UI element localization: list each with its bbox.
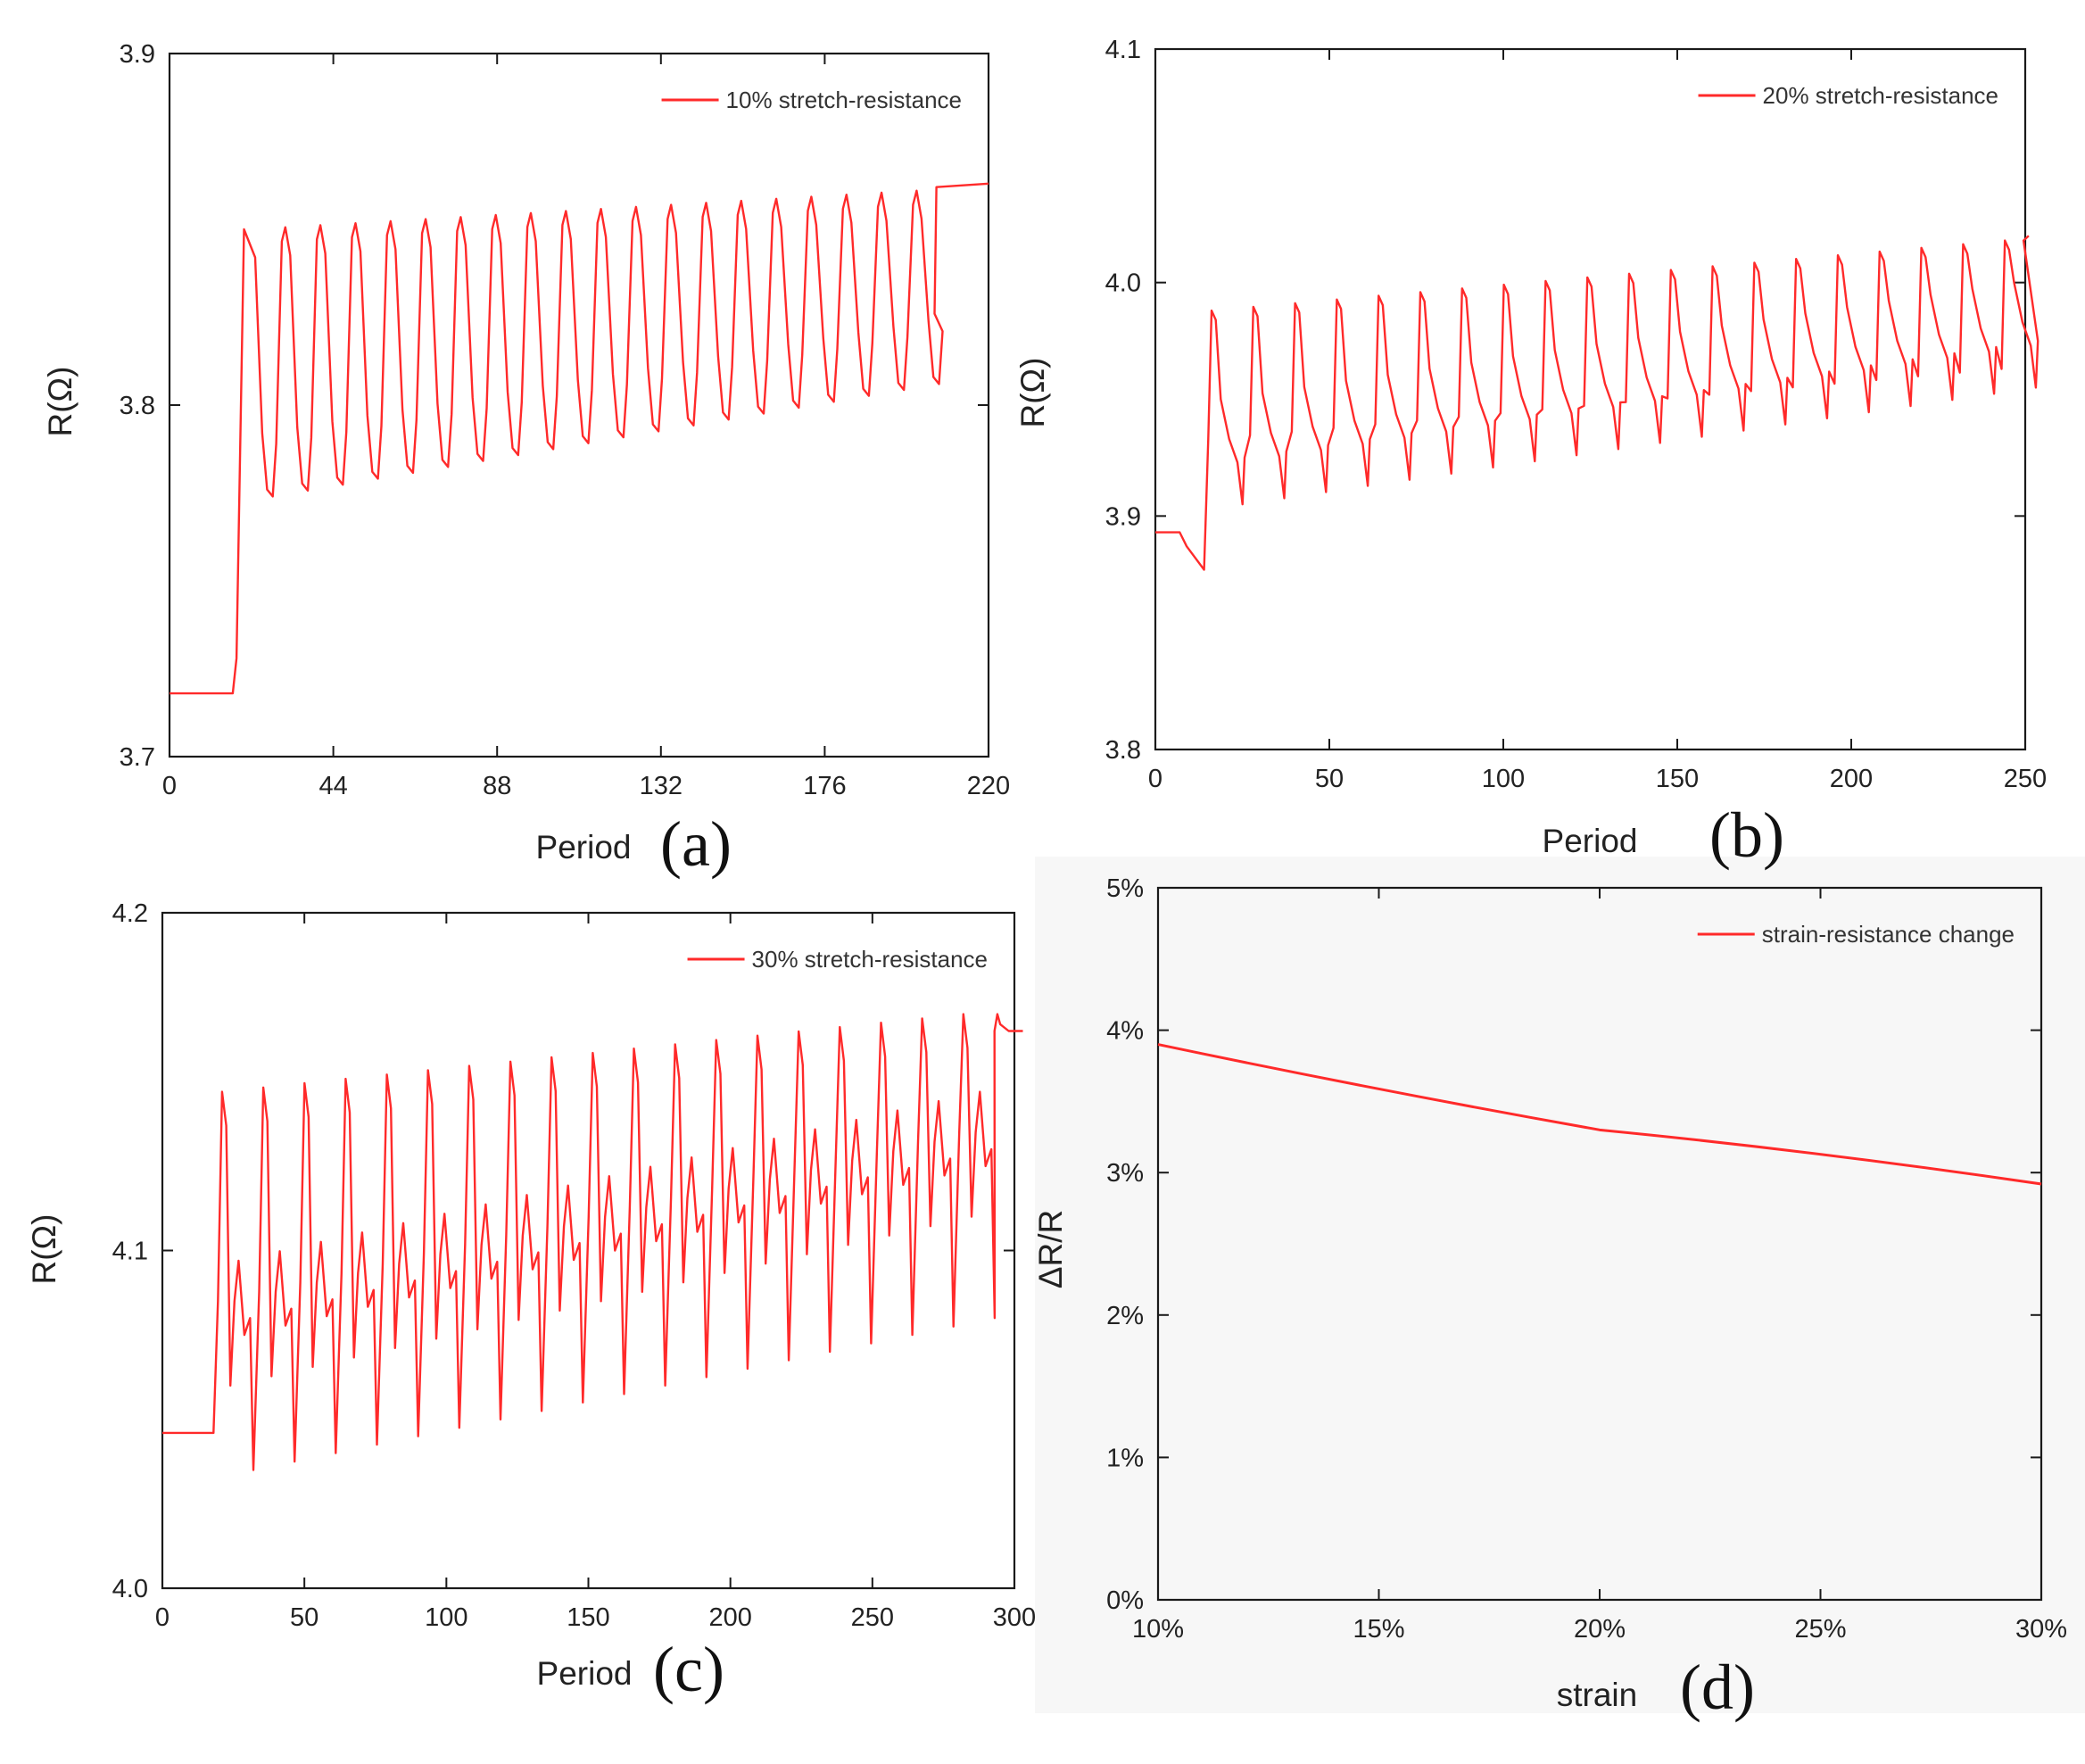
y-tick-label-d: 0% [1106,1586,1144,1615]
y-tick-label-a: 3.8 [120,392,155,420]
y-tick-label-d: 5% [1106,874,1144,903]
x-tick-label-b: 200 [1830,765,1873,793]
chart-panel-b: Period R(Ω) (b) 0 50 100 150 200 250 3.8 3.9 4.0… [1014,36,2047,871]
y-axis-title-c: R(Ω) [26,1213,62,1284]
x-axis-title-d: strain [1557,1677,1637,1713]
x-axis-title-a: Period [536,829,632,865]
x-tick-label-d: 25% [1794,1615,1846,1644]
legend-label-b: 20% stretch-resistance [1763,82,1998,109]
legend-label-c: 30% stretch-resistance [752,946,988,973]
y-axis-title-b: R(Ω) [1014,357,1051,427]
x-tick-label-a: 132 [640,772,683,800]
x-tick-label-c: 200 [708,1603,751,1632]
x-tick-label-b: 150 [1656,765,1699,793]
y-tick-label-a: 3.9 [120,40,155,69]
series-line-b [1155,235,2039,571]
legend-label-d: strain-resistance change [1762,921,2015,948]
x-tick-label-c: 0 [155,1603,170,1632]
panel-d-backdrop [1035,857,2085,1713]
panel-label-c: (c) [653,1634,724,1705]
y-tick-label-b: 3.9 [1105,502,1141,531]
panel-label-b: (b) [1709,799,1784,871]
x-tick-label-d: 15% [1353,1615,1404,1644]
series-line-d [1157,1043,2042,1186]
series-line-a [170,182,989,695]
series-line-c [162,1013,1023,1471]
y-tick-label-d: 4% [1106,1017,1144,1046]
y-tick-label-d: 2% [1106,1302,1144,1330]
y-tick-label-b: 3.8 [1105,736,1141,765]
x-tick-label-c: 150 [567,1603,609,1632]
x-tick-label-d: 10% [1132,1615,1184,1644]
x-tick-label-b: 100 [1482,765,1525,793]
x-tick-label-b: 250 [2004,765,2047,793]
y-tick-label-c: 4.0 [112,1575,148,1603]
x-axis-title-c: Period [537,1655,633,1692]
y-tick-label-b: 4.0 [1105,269,1141,298]
y-tick-label-c: 4.2 [112,899,148,928]
panel-label-a: (a) [660,808,732,880]
x-tick-label-c: 250 [851,1603,894,1632]
y-axis-title-d: ΔR/R [1032,1210,1069,1288]
y-tick-label-d: 3% [1106,1159,1144,1188]
panel-label-d: (d) [1680,1652,1755,1723]
x-tick-label-c: 300 [993,1603,1036,1632]
y-tick-label-c: 4.1 [112,1238,148,1266]
x-tick-label-a: 44 [319,772,347,800]
chart-panel-a: Period R(Ω) (a) 0 44 88 132 176 220 3.7 3.8 3.9 1… [42,40,1010,880]
x-tick-label-c: 50 [290,1603,319,1632]
y-tick-label-b: 4.1 [1105,36,1141,64]
y-tick-label-d: 1% [1106,1444,1144,1472]
y-axis-title-a: R(Ω) [42,366,79,436]
x-tick-label-b: 0 [1148,765,1162,793]
x-tick-label-a: 0 [162,772,177,800]
x-tick-label-d: 30% [2015,1615,2067,1644]
chart-panel-d: strain ΔR/R (d) 10% 15% 20% 25% 30% 0% 1% 2% 3% 4… [1032,874,2067,1723]
y-tick-label-a: 3.7 [120,743,155,772]
x-axis-title-b: Period [1543,823,1638,859]
plot-frame-b [1154,47,2027,751]
x-tick-label-d: 20% [1574,1615,1626,1644]
x-tick-label-a: 220 [967,772,1010,800]
legend-label-a: 10% stretch-resistance [726,87,962,113]
x-tick-label-a: 176 [803,772,846,800]
x-tick-label-a: 88 [483,772,511,800]
x-tick-label-b: 50 [1315,765,1344,793]
x-tick-label-c: 100 [425,1603,467,1632]
chart-panel-c: Period R(Ω) (c) 0 50 100 150 200 250 300 4.0 4.1… [26,899,1036,1705]
